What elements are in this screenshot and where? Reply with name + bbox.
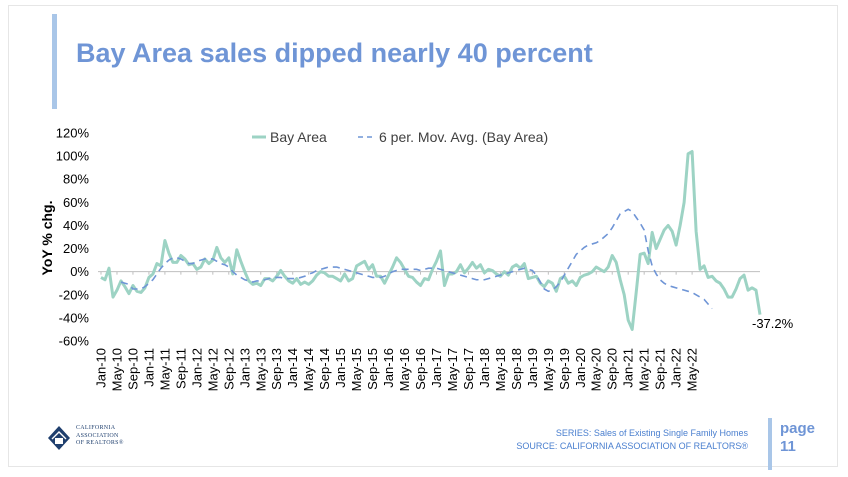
- page-word: page: [780, 420, 816, 437]
- legend: Bay Area 6 per. Mov. Avg. (Bay Area): [252, 129, 548, 145]
- x-tick-label: Sep-11: [173, 348, 188, 389]
- series-line-moving-average: [120, 208, 713, 310]
- x-tick-label: May-10: [109, 348, 124, 391]
- x-tick-label: May-18: [493, 348, 508, 391]
- y-tick-label: -20%: [59, 287, 90, 302]
- page-indicator: page 11: [780, 420, 815, 456]
- x-tick-label: Sep-13: [269, 348, 284, 390]
- y-tick-label: 40%: [63, 218, 89, 233]
- x-tick-label: Jan-10: [94, 348, 109, 388]
- title-accent-bar: [52, 14, 57, 109]
- x-tick-label: May-19: [541, 348, 556, 391]
- x-tick-label: Sep-18: [509, 348, 524, 390]
- x-tick-label: May-20: [589, 348, 604, 391]
- x-tick-label: Jan-15: [333, 348, 348, 388]
- x-tick-label: May-14: [301, 348, 316, 391]
- y-tick-label: 80%: [63, 172, 89, 187]
- x-tick-label: Sep-16: [413, 348, 428, 390]
- slide-title: Bay Area sales dipped nearly 40 percent: [76, 38, 593, 68]
- x-tick-label: May-17: [445, 348, 460, 391]
- x-tick-label: Jan-11: [141, 348, 156, 387]
- x-tick-label: Jan-17: [429, 348, 444, 388]
- x-tick-label: Jan-19: [525, 348, 540, 388]
- x-tick-label: Jan-18: [477, 348, 492, 388]
- y-axis-tick-labels: -60% -40% -20% 0% 20% 40% 60% 80% 100% 120%: [56, 126, 90, 349]
- x-tick-label: Jan-13: [237, 348, 252, 388]
- slide-frame: [8, 5, 838, 467]
- legend-label-bay-area: Bay Area: [270, 129, 327, 145]
- x-tick-label: Sep-12: [221, 348, 236, 390]
- x-tick-label: May-11: [157, 348, 172, 390]
- page-accent-bar: [768, 418, 772, 470]
- x-tick-label: Jan-22: [669, 348, 684, 388]
- x-tick-label: Jan-14: [285, 348, 300, 388]
- x-tick-label: Jan-12: [189, 348, 204, 388]
- page-number: 11: [780, 438, 796, 455]
- car-logo-text: CALIFORNIA ASSOCIATION OF REALTORS®: [76, 425, 124, 448]
- logo-line-2: ASSOCIATION: [76, 432, 119, 439]
- x-tick-label: May-13: [253, 348, 268, 391]
- x-tick-label: Sep-17: [461, 348, 476, 390]
- slide-footer: SERIES: Sales of Existing Single Family …: [516, 427, 748, 453]
- y-tick-label: -60%: [59, 334, 90, 349]
- x-tick-label: Sep-20: [605, 348, 620, 390]
- car-logo-icon: [48, 426, 70, 450]
- x-tick-label: May-22: [685, 348, 700, 391]
- x-tick-label: May-15: [349, 348, 364, 391]
- x-tick-label: Sep-14: [317, 348, 332, 390]
- data-label-last-value: -37.2%: [752, 316, 794, 331]
- logo-line-1: CALIFORNIA: [76, 425, 116, 431]
- logo-line-3: OF REALTORS®: [76, 440, 124, 446]
- x-tick-label: Sep-15: [365, 348, 380, 390]
- car-logo: CALIFORNIA ASSOCIATION OF REALTORS®: [46, 424, 166, 454]
- footer-source: SOURCE: CALIFORNIA ASSOCIATION OF REALTO…: [516, 441, 748, 451]
- x-tick-label: May-16: [397, 348, 412, 391]
- x-tick-label: Sep-19: [557, 348, 572, 390]
- footer-series: SERIES: Sales of Existing Single Family …: [555, 428, 748, 438]
- x-tick-label: Jan-21: [621, 348, 636, 388]
- x-tick-label: Sep-10: [125, 348, 140, 390]
- y-axis-title: YoY % chg.: [39, 201, 55, 276]
- x-tick-label: May-12: [205, 348, 220, 391]
- series-line-bay-area: [100, 149, 762, 331]
- y-tick-label: 60%: [63, 195, 89, 210]
- x-tick-label: Sep-21: [653, 348, 668, 390]
- y-tick-label: 120%: [56, 126, 90, 141]
- y-tick-label: 0%: [70, 264, 89, 279]
- x-tick-label: Jan-16: [381, 348, 396, 388]
- y-tick-label: 100%: [56, 149, 90, 164]
- x-tick-label: Jan-20: [573, 348, 588, 388]
- y-tick-label: 20%: [63, 241, 89, 256]
- y-tick-label: -40%: [59, 310, 90, 325]
- x-axis-tick-labels: Jan-10 May-10 Sep-10 Jan-11 May-11 Sep-11 Jan-…: [94, 348, 700, 391]
- x-tick-label: May-21: [637, 348, 652, 391]
- legend-label-moving-average: 6 per. Mov. Avg. (Bay Area): [379, 129, 548, 145]
